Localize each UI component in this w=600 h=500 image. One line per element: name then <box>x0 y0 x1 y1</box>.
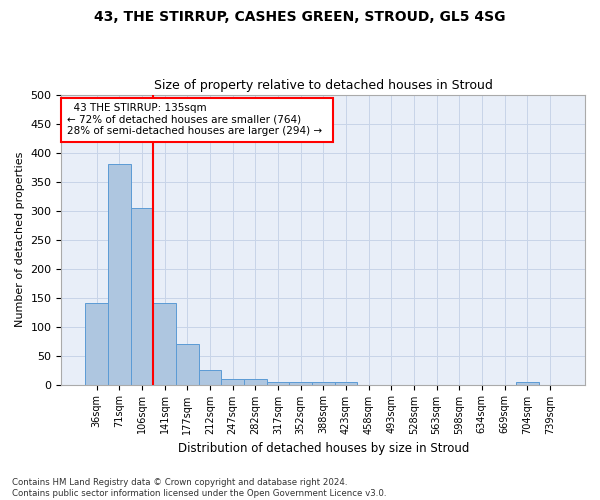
Bar <box>266 382 289 384</box>
Bar <box>199 370 221 384</box>
Bar <box>335 382 357 384</box>
Y-axis label: Number of detached properties: Number of detached properties <box>15 152 25 327</box>
X-axis label: Distribution of detached houses by size in Stroud: Distribution of detached houses by size … <box>178 442 469 455</box>
Text: Contains HM Land Registry data © Crown copyright and database right 2024.
Contai: Contains HM Land Registry data © Crown c… <box>12 478 386 498</box>
Bar <box>85 304 108 384</box>
Bar <box>244 379 266 384</box>
Bar <box>131 208 153 384</box>
Bar <box>153 304 176 384</box>
Title: Size of property relative to detached houses in Stroud: Size of property relative to detached ho… <box>154 79 493 92</box>
Bar <box>108 164 131 384</box>
Bar <box>221 379 244 384</box>
Bar <box>176 344 199 385</box>
Text: 43 THE STIRRUP: 135sqm
← 72% of detached houses are smaller (764)
28% of semi-de: 43 THE STIRRUP: 135sqm ← 72% of detached… <box>67 104 328 136</box>
Bar <box>289 382 312 384</box>
Bar <box>516 382 539 384</box>
Bar <box>312 382 335 384</box>
Text: 43, THE STIRRUP, CASHES GREEN, STROUD, GL5 4SG: 43, THE STIRRUP, CASHES GREEN, STROUD, G… <box>94 10 506 24</box>
